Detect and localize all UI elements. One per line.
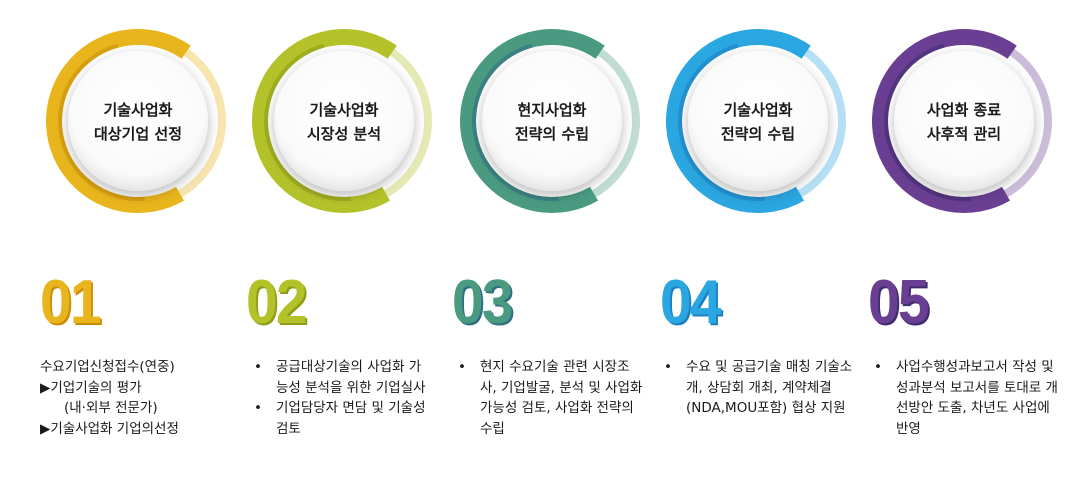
step-3-description: 현지 수요기술 관련 시장조사, 기업발굴, 분석 및 사업화 가능성 검토, …: [454, 357, 644, 439]
step-4-number: 04: [660, 268, 722, 337]
ring-center-disc: [274, 51, 414, 191]
step-4-desc-item: 수요 및 공급기술 매칭 기술소개, 상담회 개최, 계약체결(NDA,MOU포…: [660, 357, 854, 419]
step-3-title-line2: 전략의 수립: [514, 125, 590, 143]
ring-accent: [678, 43, 765, 201]
ring-accent: [58, 43, 145, 201]
step-3-ring: [460, 29, 640, 213]
ring-arc: [666, 29, 811, 213]
step-2-description: 공급대상기술의 사업화 가능성 분석을 위한 기업실사 기업담당자 면담 및 기…: [250, 357, 432, 439]
step-1-title: 기술사업화 대상기업 선정: [58, 98, 218, 146]
ring-arc: [252, 29, 397, 213]
step-1-desc-line: (내·외부 전문가): [64, 400, 158, 416]
ring-accent: [884, 43, 971, 201]
ring-accent: [264, 43, 351, 201]
step-5-description: 사업수행성과보고서 작성 및 성과분석 보고서를 토대로 개선방안 도출, 차년…: [870, 357, 1062, 439]
step-1-desc-line: ▶기술사업화 기업의선정: [40, 420, 179, 437]
step-5-title: 사업화 종료 사후적 관리: [884, 98, 1044, 146]
step-1-ring: [46, 29, 226, 213]
ring-center-disc: [68, 51, 208, 191]
step-5-desc-item: 사업수행성과보고서 작성 및 성과분석 보고서를 토대로 개선방안 도출, 차년…: [870, 357, 1062, 439]
step-4-title: 기술사업화 전략의 수립: [678, 98, 838, 146]
ring-center-disc: [894, 51, 1034, 191]
step-4-ring: [666, 29, 846, 213]
step-2-title-line2: 시장성 분석: [306, 125, 382, 143]
step-3-title: 현지사업화 전략의 수립: [472, 98, 632, 146]
step-1-description: 수요기업신청접수(연중) ▶기업기술의 평가 (내·외부 전문가) ▶기술사업화…: [40, 357, 245, 439]
step-2-number: 02: [246, 268, 308, 337]
step-5-number: 05: [868, 268, 930, 337]
step-2-desc-item: 공급대상기술의 사업화 가능성 분석을 위한 기업실사: [250, 357, 432, 398]
process-rings: [46, 29, 1052, 213]
step-1-desc-line: ▶기업기술의 평가: [40, 379, 142, 396]
ring-arc: [46, 29, 191, 213]
step-2-title-line1: 기술사업화: [309, 101, 379, 119]
ring-arc: [460, 29, 605, 213]
step-4-description: 수요 및 공급기술 매칭 기술소개, 상담회 개최, 계약체결(NDA,MOU포…: [660, 357, 854, 419]
step-5-ring: [872, 29, 1052, 213]
step-5-title-line1: 사업화 종료: [926, 101, 1002, 119]
ring-center-disc: [482, 51, 622, 191]
step-5-title-line2: 사후적 관리: [926, 125, 1002, 143]
step-3-desc-item: 현지 수요기술 관련 시장조사, 기업발굴, 분석 및 사업화 가능성 검토, …: [454, 357, 644, 439]
step-2-ring: [252, 29, 432, 213]
step-2-title: 기술사업화 시장성 분석: [264, 98, 424, 146]
step-2-desc-item: 기업담당자 면담 및 기술성 검토: [250, 398, 432, 439]
step-4-title-line2: 전략의 수립: [720, 125, 796, 143]
ring-center-disc: [688, 51, 828, 191]
ring-arc: [872, 29, 1017, 213]
step-1-desc-line: 수요기업신청접수(연중): [40, 359, 175, 375]
step-4-title-line1: 기술사업화: [723, 101, 793, 119]
ring-accent: [472, 43, 559, 201]
step-1-title-line1: 기술사업화: [103, 101, 173, 119]
step-1-number: 01: [40, 268, 102, 337]
step-3-number: 03: [452, 268, 514, 337]
step-3-title-line1: 현지사업화: [517, 101, 587, 119]
step-1-title-line2: 대상기업 선정: [93, 125, 183, 143]
